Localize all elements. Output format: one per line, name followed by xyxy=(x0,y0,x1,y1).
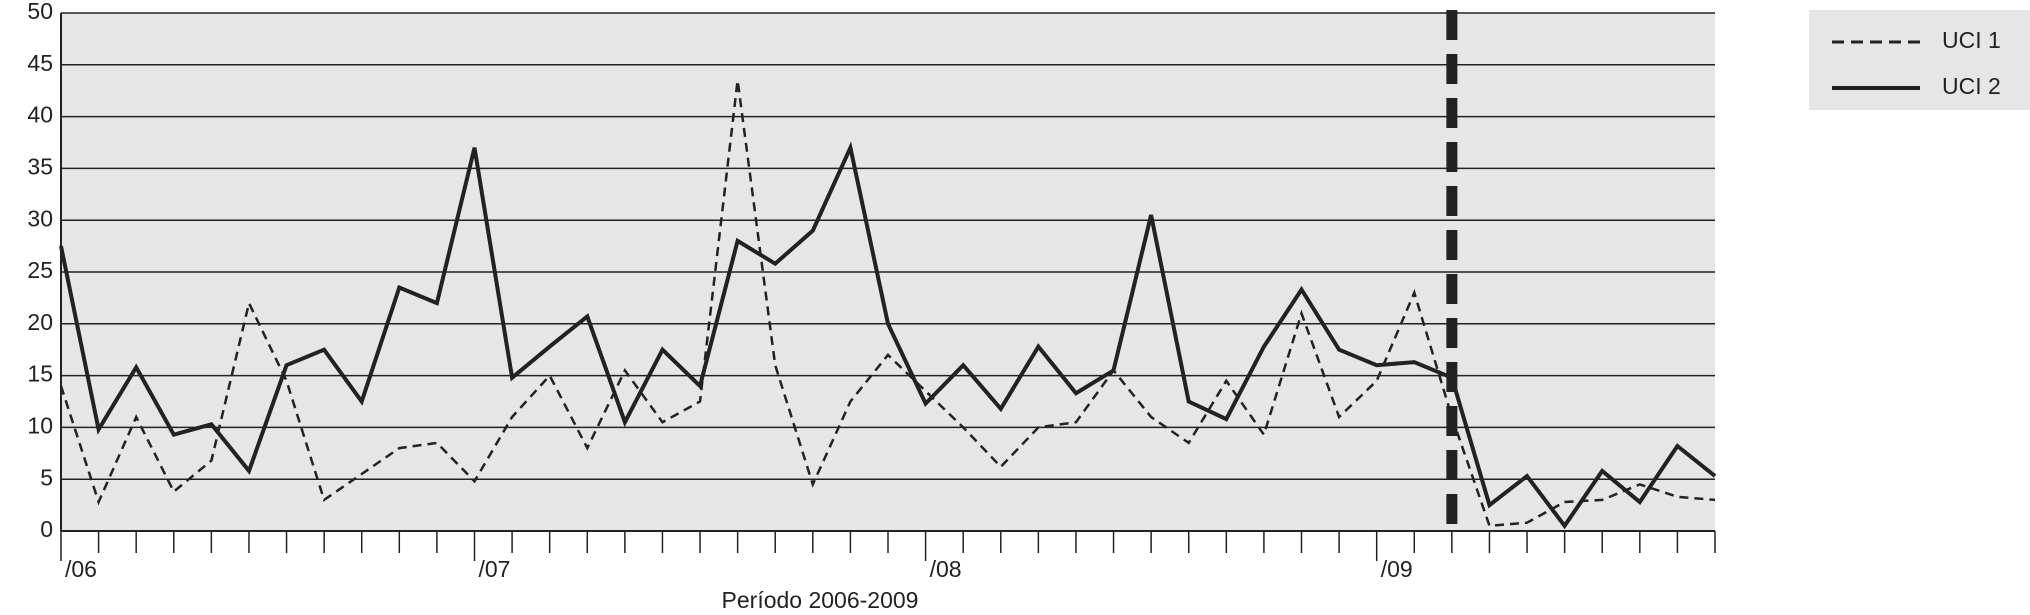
x-tick-label: /06 xyxy=(65,556,97,582)
data-line xyxy=(59,80,1716,528)
y-tick-label: 25 xyxy=(27,257,53,283)
legend-label: UCI 1 xyxy=(1942,27,2001,53)
y-tick-label: 5 xyxy=(40,464,53,490)
y-tick-label: 15 xyxy=(27,361,53,387)
y-tick-label: 0 xyxy=(40,516,53,542)
x-tick-label: /09 xyxy=(1381,556,1413,582)
y-tick-label: 40 xyxy=(27,102,53,128)
x-tick-label: /07 xyxy=(479,556,511,582)
x-axis-label: Período 2006-2009 xyxy=(722,587,919,613)
y-tick-label: 30 xyxy=(27,205,53,231)
y-tick-label: 35 xyxy=(27,153,53,179)
y-tick-label: 45 xyxy=(27,50,53,76)
y-tick-label: 10 xyxy=(27,412,53,438)
data-line xyxy=(59,141,1717,530)
legend-label: UCI 2 xyxy=(1942,73,2001,99)
y-tick-label: 50 xyxy=(27,0,53,24)
legend-box xyxy=(1809,10,2030,110)
x-tick-label: /08 xyxy=(930,556,962,582)
y-tick-label: 20 xyxy=(27,309,53,335)
